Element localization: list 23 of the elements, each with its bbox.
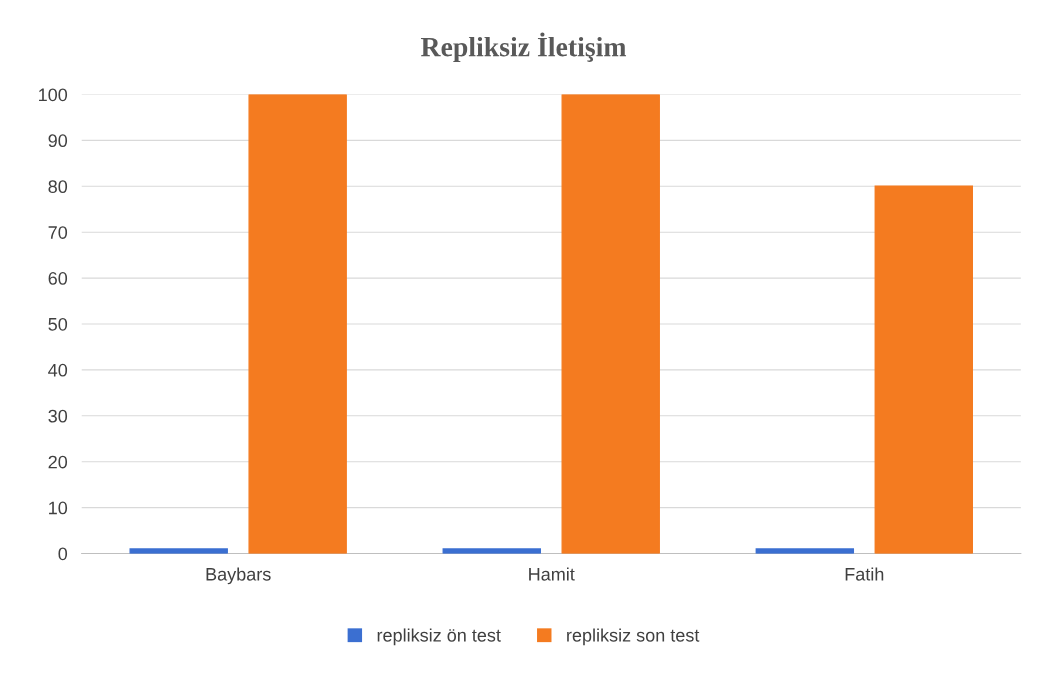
bar [442, 548, 541, 554]
y-tick-label: 50 [48, 317, 68, 331]
bar [561, 94, 660, 554]
y-tick-label: 90 [48, 134, 68, 148]
y-tick-label: 10 [49, 501, 68, 515]
x-tick-label: Hamit [529, 567, 575, 581]
legend-label: repliksiz son test [567, 628, 700, 646]
chart-title: Repliksiz İletişim [420, 32, 627, 63]
bar [248, 94, 347, 554]
x-tick-label: Fatih [845, 567, 884, 581]
bar [874, 185, 973, 554]
bar [755, 548, 855, 554]
bar [129, 548, 228, 554]
y-tick-label: 80 [48, 180, 68, 194]
y-tick-label: 0 [58, 547, 68, 561]
y-tick-label: 40 [48, 363, 68, 377]
y-tick-label: 70 [48, 226, 68, 239]
y-tick-label: 60 [48, 272, 68, 285]
y-tick-label: 30 [48, 409, 68, 423]
y-tick-label: 100 [39, 88, 68, 102]
x-tick-label: Baybars [206, 567, 271, 585]
legend-label: repliksiz ön test [377, 628, 501, 646]
y-tick-label: 20 [48, 455, 68, 469]
